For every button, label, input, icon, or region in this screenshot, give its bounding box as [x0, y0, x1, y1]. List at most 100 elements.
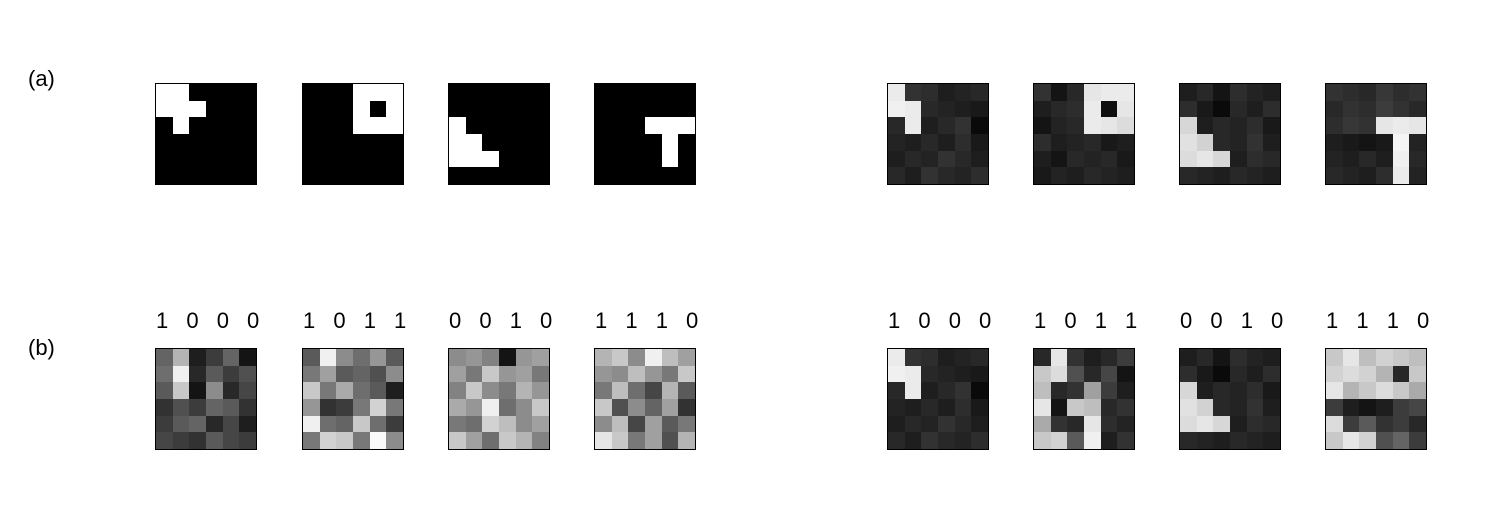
pixel-cell: [1375, 167, 1393, 184]
pixel-cell: [971, 382, 988, 399]
pixel-cell: [1067, 415, 1084, 433]
pixel-cell: [1359, 398, 1376, 416]
pixel-cell: [532, 117, 549, 134]
pixel-cell: [386, 382, 403, 399]
pixel-grid-panel: [1325, 348, 1427, 450]
pixel-cell: [971, 398, 988, 416]
pixel-grid-panel: [887, 348, 989, 450]
pixel-cell: [352, 167, 370, 184]
pixel-cell: [611, 415, 629, 433]
pixel-cell: [465, 133, 483, 151]
pixel-cell: [1067, 432, 1084, 449]
pixel-cell: [1246, 415, 1264, 433]
pixel-cell: [1196, 365, 1214, 383]
pixel-cell: [222, 84, 240, 101]
pixel-cell: [1034, 398, 1051, 416]
pixel-cell: [498, 100, 516, 118]
pixel-cell: [1392, 432, 1410, 449]
pixel-cell: [1342, 167, 1360, 184]
pixel-cell: [904, 150, 922, 168]
pixel-cell: [336, 365, 353, 383]
pixel-cell: [352, 365, 370, 383]
pixel-cell: [1117, 100, 1134, 118]
pixel-cell: [1246, 398, 1264, 416]
pixel-cell: [205, 167, 223, 184]
pixel-cell: [319, 84, 337, 101]
pixel-cell: [1100, 365, 1118, 383]
pixel-cell: [954, 365, 972, 383]
pixel-cell: [1375, 432, 1393, 449]
pixel-cell: [921, 133, 938, 151]
pixel-cell: [1342, 365, 1360, 383]
pixel-cell: [189, 167, 206, 184]
pixel-cell: [515, 84, 533, 101]
pixel-cell: [352, 398, 370, 416]
pixel-cell: [222, 365, 240, 383]
pixel-cell: [937, 84, 955, 101]
pixel-cell: [937, 365, 955, 383]
pixel-cell: [1034, 100, 1051, 118]
pixel-cell: [369, 349, 387, 366]
pixel-cell: [1375, 133, 1393, 151]
pixel-cell: [1100, 100, 1118, 118]
pixel-cell: [1067, 133, 1084, 151]
pixel-cell: [971, 365, 988, 383]
pixel-cell: [156, 117, 173, 134]
pixel-cell: [904, 398, 922, 416]
pixel-cell: [449, 349, 466, 366]
pixel-cell: [319, 117, 337, 134]
pixel-cell: [1117, 117, 1134, 134]
pixel-cell: [611, 100, 629, 118]
pixel-cell: [954, 398, 972, 416]
pixel-cell: [205, 84, 223, 101]
pixel-cell: [498, 398, 516, 416]
pixel-cell: [156, 382, 173, 399]
pixel-cell: [904, 415, 922, 433]
pixel-cell: [1342, 398, 1360, 416]
pixel-cell: [644, 382, 662, 399]
pixel-cell: [1117, 150, 1134, 168]
pixel-cell: [465, 398, 483, 416]
binary-code-label: 0 0 1 0: [1180, 308, 1290, 333]
pixel-cell: [532, 100, 549, 118]
pixel-cell: [954, 84, 972, 101]
pixel-cell: [937, 432, 955, 449]
pixel-cell: [1050, 150, 1068, 168]
pixel-grid-panel: [448, 83, 550, 185]
pixel-cell: [498, 382, 516, 399]
pixel-cell: [1050, 415, 1068, 433]
pixel-cell: [239, 432, 256, 449]
pixel-cell: [611, 133, 629, 151]
pixel-cell: [386, 167, 403, 184]
pixel-cell: [921, 150, 938, 168]
pixel-cell: [1409, 398, 1426, 416]
pixel-cell: [644, 365, 662, 383]
pixel-cell: [1213, 415, 1230, 433]
pixel-cell: [971, 415, 988, 433]
pixel-cell: [921, 167, 938, 184]
pixel-cell: [611, 150, 629, 168]
pixel-cell: [336, 349, 353, 366]
pixel-cell: [239, 100, 256, 118]
pixel-cell: [515, 117, 533, 134]
pixel-cell: [352, 84, 370, 101]
pixel-cell: [303, 117, 320, 134]
pixel-cell: [661, 133, 679, 151]
pixel-cell: [1392, 365, 1410, 383]
pixel-cell: [482, 167, 499, 184]
pixel-cell: [661, 117, 679, 134]
pixel-cell: [352, 415, 370, 433]
pixel-cell: [239, 398, 256, 416]
pixel-cell: [336, 133, 353, 151]
pixel-cell: [205, 133, 223, 151]
pixel-cell: [595, 432, 612, 449]
pixel-cell: [1326, 167, 1343, 184]
pixel-cell: [1392, 415, 1410, 433]
pixel-cell: [904, 432, 922, 449]
pixel-cell: [1067, 382, 1084, 399]
pixel-cell: [678, 365, 695, 383]
pixel-cell: [1359, 432, 1376, 449]
pixel-cell: [921, 398, 938, 416]
pixel-cell: [921, 100, 938, 118]
pixel-cell: [1229, 382, 1247, 399]
